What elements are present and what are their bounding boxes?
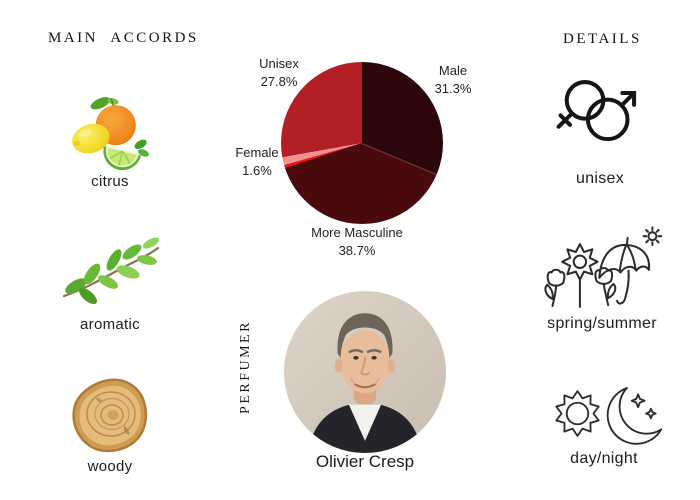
pie-label-unisex-value: 27.8% bbox=[260, 74, 298, 89]
citrus-fruits-illustration bbox=[72, 97, 149, 170]
pie-label-more-masculine: More Masculine 38.7% bbox=[287, 224, 427, 260]
portrait-illustration bbox=[284, 291, 446, 453]
detail-label-spring-summer: spring/summer bbox=[547, 315, 657, 332]
perfumer-photo bbox=[284, 291, 446, 453]
wood-slice-illustration bbox=[72, 378, 148, 453]
herb-sprig-illustration bbox=[62, 237, 160, 305]
pie-chart bbox=[281, 62, 443, 224]
pie-label-male-value: 31.3% bbox=[434, 81, 472, 96]
citrus-image bbox=[68, 90, 154, 170]
detail-label-day-night: day/night bbox=[570, 450, 638, 467]
details-heading: DETAILS bbox=[563, 31, 642, 47]
unisex-gender-icon bbox=[551, 74, 641, 156]
accord-label-aromatic: aromatic bbox=[80, 316, 140, 333]
pie-label-female-name: Female bbox=[235, 145, 279, 160]
pie-label-male-name: Male bbox=[438, 63, 468, 78]
perfumer-heading: PERFUMER bbox=[238, 320, 253, 414]
accord-label-citrus: citrus bbox=[91, 173, 129, 190]
accord-label-woody: woody bbox=[87, 458, 133, 475]
pie-label-unisex: Unisex 27.8% bbox=[246, 55, 312, 91]
pie-label-female: Female 1.6% bbox=[224, 144, 290, 180]
pie-label-male: Male 31.3% bbox=[420, 62, 486, 98]
pie-label-female-value: 1.6% bbox=[242, 163, 272, 178]
pie-label-more-masculine-value: 38.7% bbox=[338, 243, 376, 258]
pie-label-more-masculine-name: More Masculine bbox=[311, 225, 403, 240]
perfumer-name: Olivier Cresp bbox=[315, 452, 415, 471]
flowers-umbrella-sun-icon bbox=[541, 222, 663, 314]
aromatic-image bbox=[58, 230, 162, 314]
woody-image bbox=[66, 376, 154, 456]
sun-and-moon-icon bbox=[546, 380, 668, 447]
pie-label-unisex-name: Unisex bbox=[259, 56, 299, 71]
pie-slice-divider bbox=[361, 143, 437, 176]
main-accords-heading: MAIN ACCORDS bbox=[48, 30, 199, 46]
detail-label-unisex: unisex bbox=[575, 170, 625, 187]
